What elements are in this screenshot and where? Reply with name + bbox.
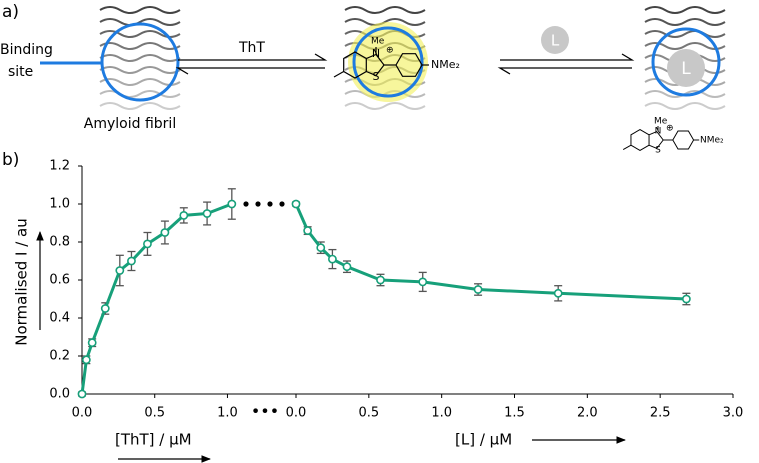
binding-label: site bbox=[8, 64, 33, 80]
fit-line bbox=[80, 202, 233, 395]
data-point bbox=[202, 209, 212, 218]
fit-line bbox=[294, 203, 687, 301]
atom: NMe₂ bbox=[700, 136, 724, 146]
y-axis-label: Normalised I / au bbox=[13, 218, 31, 346]
data-point bbox=[291, 199, 301, 209]
ligand-label: L bbox=[681, 59, 691, 79]
data-point bbox=[316, 243, 326, 253]
ligand bbox=[667, 49, 705, 87]
y-tick-label: 0.0 bbox=[49, 387, 70, 402]
atom: NMe₂ bbox=[431, 58, 460, 71]
arrow bbox=[500, 53, 635, 61]
data-point bbox=[100, 304, 110, 313]
reagent-label: ThT bbox=[238, 40, 265, 56]
x-tick-label: 0.5 bbox=[358, 406, 379, 421]
y-tick-label: 0.2 bbox=[49, 349, 70, 364]
binding-circle bbox=[352, 26, 424, 98]
data-point bbox=[227, 199, 237, 209]
data-point bbox=[553, 288, 563, 298]
atom: ⊕ bbox=[666, 124, 674, 134]
x-tick-label: 1.5 bbox=[504, 406, 525, 421]
ligand bbox=[541, 26, 569, 54]
x-tick-label: 3.0 bbox=[723, 406, 744, 421]
fibril-label: Amyloid fibril bbox=[84, 116, 176, 132]
data-point bbox=[81, 355, 91, 365]
atom: S bbox=[373, 70, 380, 83]
x-axis-label: [ThT] / µM bbox=[115, 431, 192, 449]
x-axis-label: [L] / µM bbox=[455, 431, 512, 449]
data-point bbox=[179, 210, 189, 220]
ligand-label: L bbox=[551, 32, 560, 50]
atom: N bbox=[372, 47, 380, 60]
y-tick-label: 0.4 bbox=[49, 311, 70, 326]
binding-label: Binding bbox=[0, 42, 53, 58]
panel-label: b) bbox=[2, 150, 19, 170]
y-tick-label: 0.8 bbox=[49, 235, 70, 250]
binding-circle bbox=[651, 27, 721, 97]
y-tick-label: 0.6 bbox=[49, 273, 70, 288]
arrow bbox=[175, 67, 325, 75]
data-point bbox=[115, 266, 125, 275]
arrow bbox=[178, 53, 328, 61]
x-tick-label: 0.0 bbox=[72, 406, 93, 421]
data-point bbox=[418, 277, 428, 287]
data-point bbox=[77, 389, 87, 399]
data-point bbox=[143, 239, 152, 249]
atom: Me bbox=[371, 37, 385, 47]
y-tick-label: 1.2 bbox=[49, 159, 70, 174]
data-point bbox=[87, 338, 97, 348]
data-point bbox=[160, 228, 170, 237]
gap-mark: ••• bbox=[251, 402, 279, 421]
glow bbox=[348, 22, 428, 102]
break-dots bbox=[243, 201, 285, 207]
atom: S bbox=[655, 146, 661, 156]
x-tick-label: 0.5 bbox=[144, 406, 165, 421]
panel-label: a) bbox=[2, 2, 19, 22]
x-tick-label: 0.0 bbox=[286, 406, 307, 421]
fibril bbox=[99, 6, 181, 110]
data-point bbox=[303, 226, 313, 235]
data-point bbox=[376, 275, 385, 285]
y-tick-label: 1.0 bbox=[49, 197, 70, 212]
data-point bbox=[342, 262, 352, 272]
data-point bbox=[473, 285, 483, 294]
atom: Me bbox=[654, 117, 668, 127]
x-tick-label: 2.0 bbox=[577, 406, 598, 421]
x-tick-label: 2.5 bbox=[650, 406, 671, 421]
atom: N bbox=[655, 127, 662, 137]
data-point bbox=[328, 254, 337, 264]
binding-circle bbox=[100, 22, 180, 102]
x-tick-label: 1.0 bbox=[431, 406, 452, 421]
x-tick-label: 1.0 bbox=[217, 406, 238, 421]
atom: ⊕ bbox=[386, 46, 394, 56]
data-point bbox=[681, 294, 691, 304]
arrow bbox=[497, 67, 632, 75]
data-point bbox=[127, 256, 136, 266]
